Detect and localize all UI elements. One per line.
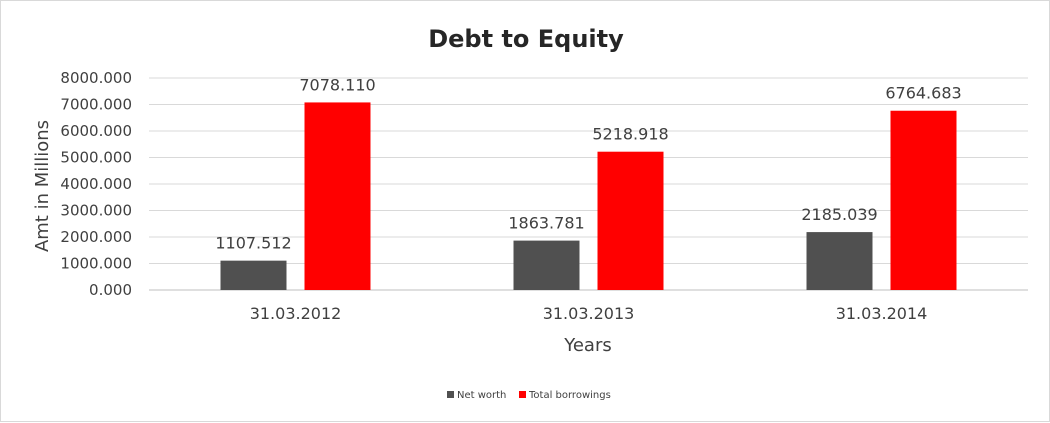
legend-label: Total borrowings — [528, 390, 611, 401]
x-axis-title: Years — [563, 335, 612, 356]
data-label: 1107.512 — [215, 234, 291, 253]
y-tick-label: 7000.000 — [60, 96, 132, 114]
bars — [220, 102, 957, 290]
gridlines — [149, 77, 1028, 291]
data-label: 5218.918 — [592, 125, 668, 144]
bar — [513, 240, 580, 290]
y-tick-label: 5000.000 — [60, 149, 132, 167]
x-tick-label: 31.03.2012 — [250, 304, 342, 323]
bar — [220, 260, 287, 290]
y-tick-label: 1000.000 — [60, 255, 132, 273]
legend-label: Net worth — [457, 390, 506, 401]
data-label: 1863.781 — [508, 214, 584, 233]
y-tick-label: 6000.000 — [60, 122, 132, 140]
y-tick-label: 8000.000 — [60, 69, 132, 87]
y-tick-label: 2000.000 — [60, 228, 132, 246]
y-axis-ticks: 0.000 1000.000 2000.000 3000.000 4000.000 500… — [60, 69, 132, 299]
data-labels: 1107.512 7078.110 1863.781 5218.918 2185.039… — [215, 75, 961, 252]
bar — [597, 151, 664, 290]
bar — [304, 102, 371, 290]
x-tick-label: 31.03.2014 — [836, 304, 928, 323]
data-label: 2185.039 — [801, 205, 877, 224]
y-tick-label: 4000.000 — [60, 175, 132, 193]
data-label: 7078.110 — [299, 75, 375, 94]
y-tick-label: 3000.000 — [60, 202, 132, 220]
bar — [890, 110, 957, 290]
x-tick-label: 31.03.2013 — [543, 304, 635, 323]
bar — [806, 232, 873, 290]
data-label: 6764.683 — [885, 84, 961, 103]
x-axis-ticks: 31.03.2012 31.03.2013 31.03.2014 — [250, 304, 928, 323]
y-tick-label: 0.000 — [89, 281, 132, 299]
legend-swatch — [447, 391, 454, 398]
chart-title: Debt to Equity — [428, 25, 624, 53]
legend-swatch — [519, 391, 526, 398]
legend: Net worth Total borrowings — [447, 390, 611, 401]
y-axis-title: Amt in Millions — [32, 120, 53, 252]
